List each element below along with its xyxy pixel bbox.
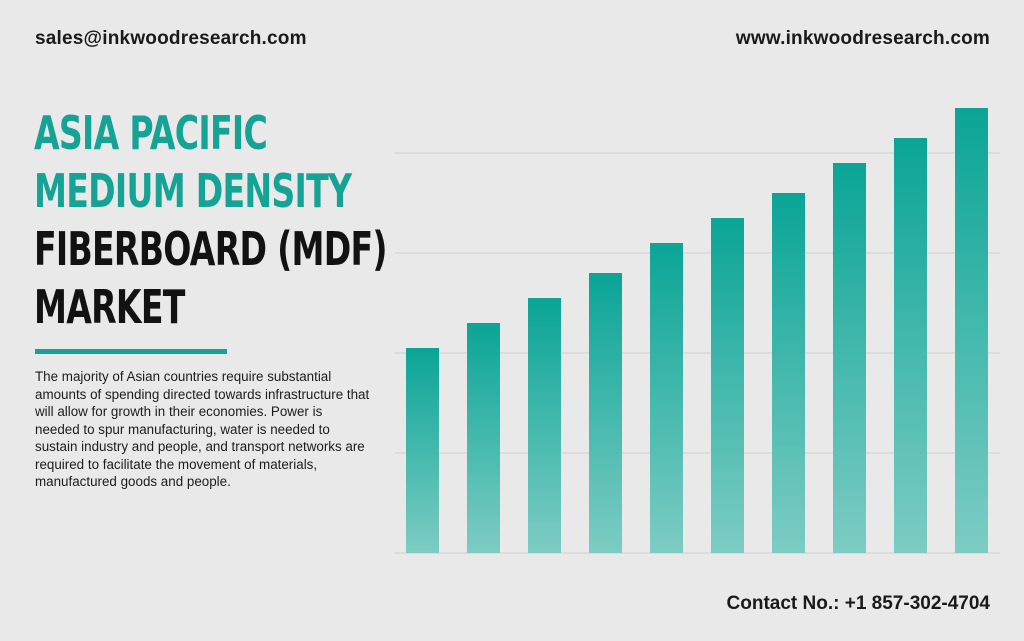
bar-2 bbox=[467, 323, 500, 553]
bar-8 bbox=[833, 163, 866, 553]
chart-bars bbox=[406, 108, 988, 553]
description-text: The majority of Asian countries require … bbox=[35, 369, 370, 489]
bar-5 bbox=[650, 243, 683, 553]
title-underline bbox=[35, 349, 227, 354]
bar-9 bbox=[894, 138, 927, 553]
bar-3 bbox=[528, 298, 561, 553]
bar-10 bbox=[955, 108, 988, 553]
bar-6 bbox=[711, 218, 744, 553]
bar-1 bbox=[406, 348, 439, 553]
contact-number[interactable]: Contact No.: +1 857-302-4704 bbox=[726, 593, 990, 614]
bar-chart bbox=[395, 108, 1000, 554]
title-line-2: MEDIUM DENSITY bbox=[34, 164, 352, 218]
title-line-4: MARKET bbox=[34, 280, 185, 334]
bar-4 bbox=[589, 273, 622, 553]
page-title: ASIA PACIFIC MEDIUM DENSITY FIBERBOARD (… bbox=[34, 104, 388, 336]
contact-email[interactable]: sales@inkwoodresearch.com bbox=[35, 28, 307, 49]
title-line-3: FIBERBOARD (MDF) bbox=[34, 222, 388, 276]
bar-7 bbox=[772, 193, 805, 553]
title-line-1: ASIA PACIFIC bbox=[34, 106, 268, 160]
website-link[interactable]: www.inkwoodresearch.com bbox=[735, 28, 990, 49]
